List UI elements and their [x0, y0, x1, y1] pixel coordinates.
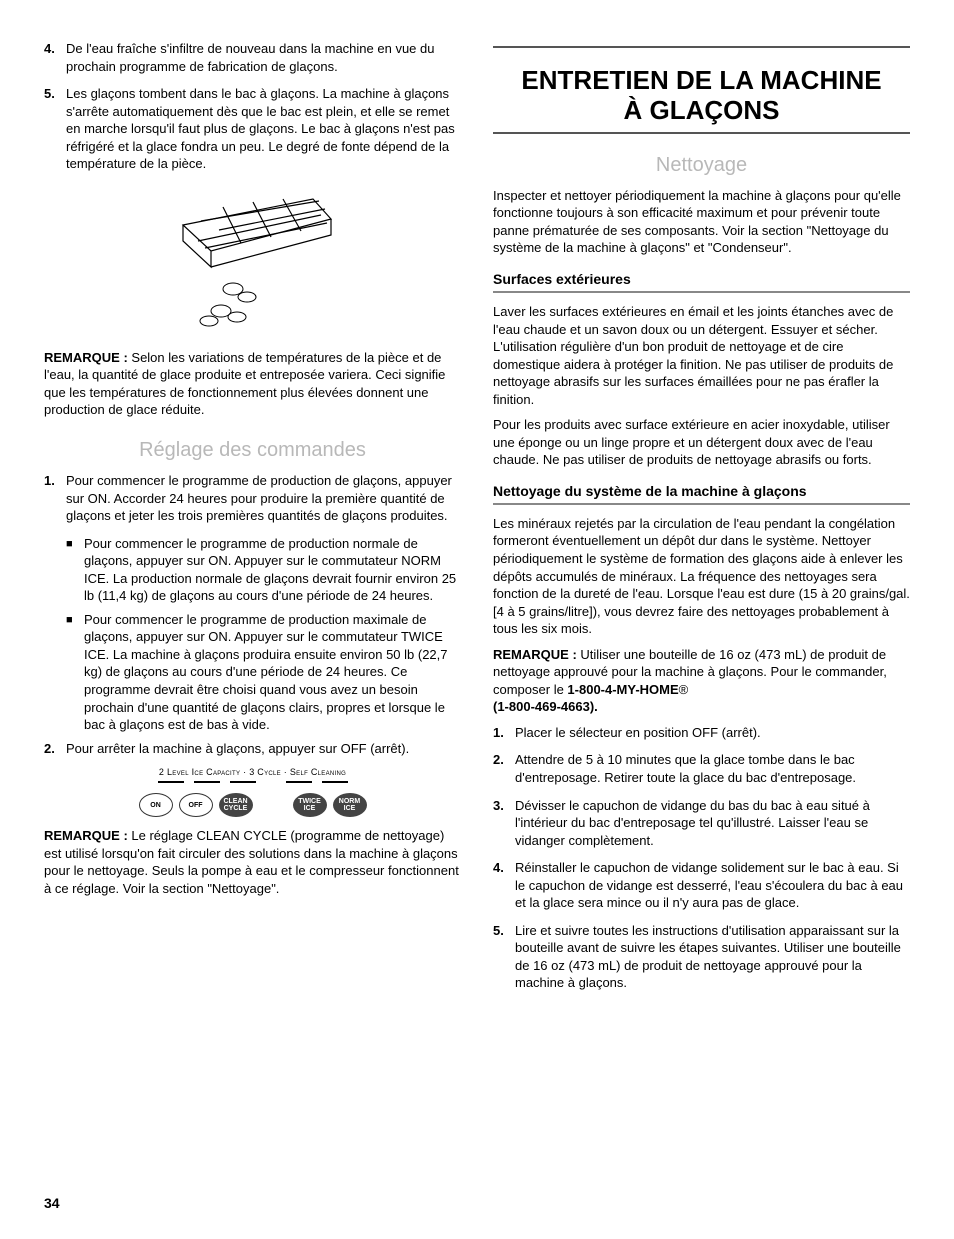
- item-text: Lire et suivre toutes les instructions d…: [515, 922, 910, 992]
- section-heading-nettoyage: Nettoyage: [493, 154, 910, 177]
- item-text: Pour arrêter la machine à glaçons, appuy…: [66, 740, 461, 758]
- control-panel-caption: 2 Level Ice Capacity · 3 Cycle · Self Cl…: [44, 767, 461, 777]
- on-button: ON: [139, 793, 173, 817]
- twice-ice-button: TWICE ICE: [293, 793, 327, 817]
- bullet-item: ■ Pour commencer le programme de product…: [66, 611, 461, 734]
- clean-cycle-button: CLEAN CYCLE: [219, 793, 253, 817]
- title-rule-bottom: [493, 132, 910, 134]
- surfaces-para-1: Laver les surfaces extérieures en émail …: [493, 303, 910, 408]
- item-text: Placer le sélecteur en position OFF (arr…: [515, 724, 910, 742]
- remark-label: REMARQUE :: [493, 647, 577, 662]
- section-heading-reglage: Réglage des commandes: [44, 439, 461, 462]
- main-title-line1: ENTRETIEN DE LA MACHINE: [521, 65, 881, 95]
- right-column: ENTRETIEN DE LA MACHINE À GLAÇONS Nettoy…: [493, 40, 910, 1002]
- title-rule-top: [493, 46, 910, 48]
- list-item: 4. Réinstaller le capuchon de vidange so…: [493, 859, 910, 912]
- norm-ice-button: NORM ICE: [333, 793, 367, 817]
- item-number: 5.: [44, 85, 66, 173]
- remark-label: REMARQUE :: [44, 350, 128, 365]
- list-item: 5. Les glaçons tombent dans le bac à gla…: [44, 85, 461, 173]
- list-item: 1. Placer le sélecteur en position OFF (…: [493, 724, 910, 742]
- item-number: 1.: [493, 724, 515, 742]
- ice-tray-illustration: [44, 185, 461, 335]
- list-item: 3. Dévisser le capuchon de vidange du ba…: [493, 797, 910, 850]
- two-column-layout: 4. De l'eau fraîche s'infiltre de nouvea…: [44, 40, 910, 1002]
- bullet-text: Pour commencer le programme de productio…: [84, 611, 461, 734]
- subheading-rule: [493, 503, 910, 505]
- left-button-group: ON OFF CLEAN CYCLE: [139, 793, 253, 817]
- list-item: 5. Lire et suivre toutes les instruction…: [493, 922, 910, 992]
- item-text: Attendre de 5 à 10 minutes que la glace …: [515, 751, 910, 786]
- systeme-para-1: Les minéraux rejetés par la circulation …: [493, 515, 910, 638]
- item-number: 4.: [44, 40, 66, 75]
- main-title-line2: À GLAÇONS: [624, 95, 780, 125]
- subheading-surfaces: Surfaces extérieures: [493, 271, 910, 287]
- bullet-item: ■ Pour commencer le programme de product…: [66, 535, 461, 605]
- phone-1: 1-800-4-MY-HOME: [567, 682, 678, 697]
- bullet-mark: ■: [66, 611, 84, 734]
- subheading-rule: [493, 291, 910, 293]
- left-column: 4. De l'eau fraîche s'infiltre de nouvea…: [44, 40, 461, 1002]
- page-number: 34: [44, 1195, 60, 1211]
- item-text: De l'eau fraîche s'infiltre de nouveau d…: [66, 40, 461, 75]
- item-text: Les glaçons tombent dans le bac à glaçon…: [66, 85, 461, 173]
- item-text: Dévisser le capuchon de vidange du bas d…: [515, 797, 910, 850]
- subheading-systeme: Nettoyage du système de la machine à gla…: [493, 483, 910, 499]
- item-number: 1.: [44, 472, 66, 525]
- item-number: 2.: [44, 740, 66, 758]
- list-item: 4. De l'eau fraîche s'infiltre de nouvea…: [44, 40, 461, 75]
- remark-paragraph: REMARQUE : Utiliser une bouteille de 16 …: [493, 646, 910, 716]
- item-number: 5.: [493, 922, 515, 992]
- item-number: 2.: [493, 751, 515, 786]
- main-title: ENTRETIEN DE LA MACHINE À GLAÇONS: [493, 66, 910, 126]
- bullet-text: Pour commencer le programme de productio…: [84, 535, 461, 605]
- intro-paragraph: Inspecter et nettoyer périodiquement la …: [493, 187, 910, 257]
- bullet-mark: ■: [66, 535, 84, 605]
- right-button-group: TWICE ICE NORM ICE: [293, 793, 367, 817]
- list-item: 1. Pour commencer le programme de produc…: [44, 472, 461, 525]
- control-panel: ON OFF CLEAN CYCLE TWICE ICE NORM ICE: [44, 793, 461, 817]
- remark-paragraph: REMARQUE : Le réglage CLEAN CYCLE (progr…: [44, 827, 461, 897]
- phone-2: (1-800-469-4663).: [493, 699, 598, 714]
- off-button: OFF: [179, 793, 213, 817]
- item-number: 4.: [493, 859, 515, 912]
- surfaces-para-2: Pour les produits avec surface extérieur…: [493, 416, 910, 469]
- remark-label: REMARQUE :: [44, 828, 128, 843]
- control-dash-row: [44, 781, 461, 783]
- item-text: Réinstaller le capuchon de vidange solid…: [515, 859, 910, 912]
- list-item: 2. Attendre de 5 à 10 minutes que la gla…: [493, 751, 910, 786]
- item-text: Pour commencer le programme de productio…: [66, 472, 461, 525]
- remark-paragraph: REMARQUE : Selon les variations de tempé…: [44, 349, 461, 419]
- registered-mark: ®: [679, 682, 689, 697]
- item-number: 3.: [493, 797, 515, 850]
- list-item: 2. Pour arrêter la machine à glaçons, ap…: [44, 740, 461, 758]
